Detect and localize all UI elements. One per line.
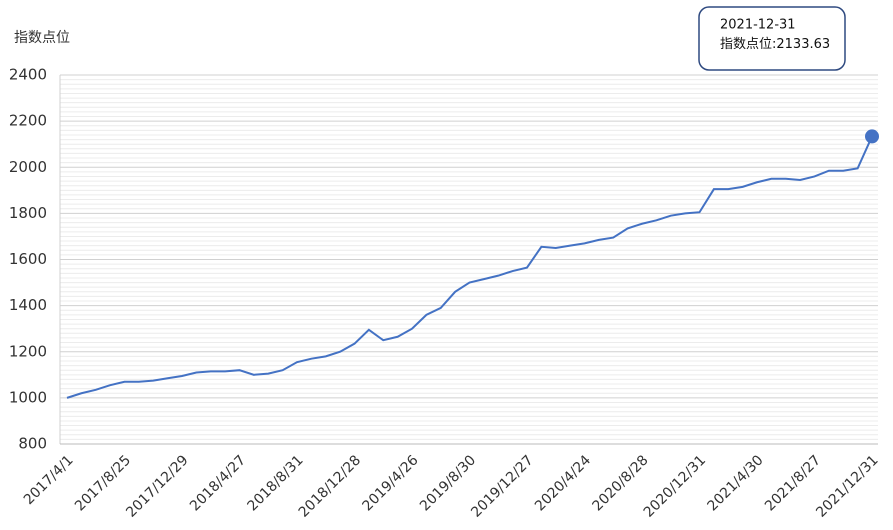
x-tick-label: 2020/12/31 <box>641 452 709 520</box>
y-tick-label: 2400 <box>9 66 47 84</box>
x-tick-label: 2020/8/28 <box>590 452 652 514</box>
x-tick-label: 2018/12/28 <box>296 452 364 520</box>
y-tick-label: 1600 <box>9 250 47 268</box>
x-tick-label: 2019/8/30 <box>417 452 479 514</box>
tooltip-number: 2133.63 <box>776 37 830 52</box>
x-tick-label: 2017/4/1 <box>21 452 77 508</box>
x-tick-label: 2017/8/25 <box>72 452 134 514</box>
x-tick-label: 2019/12/27 <box>468 452 536 520</box>
x-tick-label: 2018/4/27 <box>187 452 249 514</box>
y-tick-label: 800 <box>18 435 47 453</box>
y-axis-label: 指数点位 <box>14 30 70 46</box>
x-tick-label: 2020/4/24 <box>532 452 594 514</box>
series-line <box>66 136 873 399</box>
x-tick-label: 2018/8/31 <box>245 452 307 514</box>
x-tick-label: 2019/4/26 <box>360 452 422 514</box>
y-tick-label: 1800 <box>9 204 47 222</box>
x-tick-label: 2021/12/31 <box>813 452 881 520</box>
tooltip-box <box>698 6 846 71</box>
x-tick-label: 2017/12/29 <box>123 452 191 520</box>
highlight-point <box>865 129 879 144</box>
y-tick-label: 1400 <box>9 296 47 314</box>
y-tick-label: 2200 <box>9 112 47 130</box>
y-tick-label: 1200 <box>9 342 47 360</box>
tooltip: 2021-12-31 指数点位:2133.63 <box>698 6 846 71</box>
y-tick-label: 1000 <box>9 388 47 406</box>
tooltip-label: 指数点位: <box>720 37 776 52</box>
y-tick-label: 2000 <box>9 158 47 176</box>
x-tick-label: 2021/4/30 <box>705 452 767 514</box>
x-tick-label: 2021/8/27 <box>762 452 824 514</box>
tooltip-date: 2021-12-31 <box>720 18 796 33</box>
tooltip-value: 指数点位:2133.63 <box>720 37 830 52</box>
